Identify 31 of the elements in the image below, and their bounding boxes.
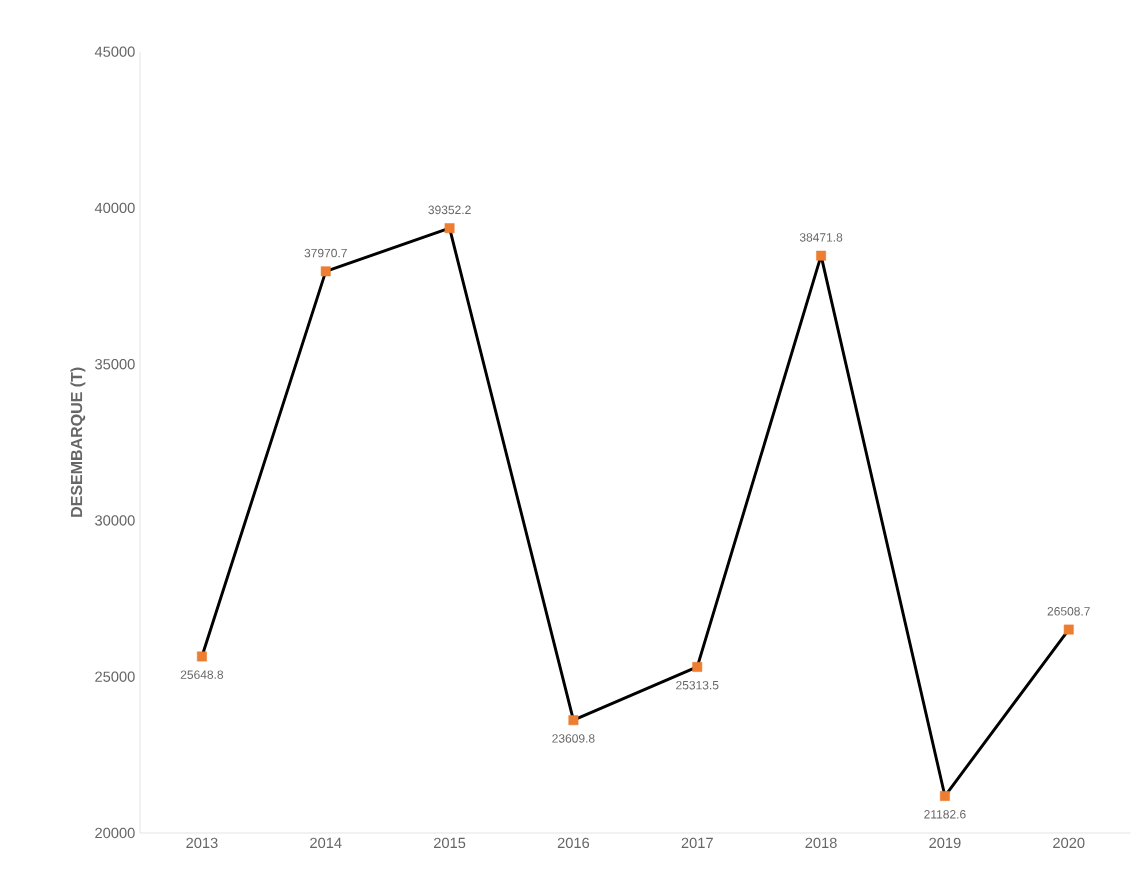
point	[939, 791, 950, 801]
data-label: 21182.6	[924, 810, 966, 819]
x-tick-label: 2017	[681, 837, 713, 849]
data-label: 39352.2	[428, 205, 471, 215]
x-tick-label: 2014	[310, 837, 342, 849]
data-label: 23609.8	[552, 734, 595, 743]
y-tick-label: 40000	[94, 202, 135, 214]
y-tick-label: 30000	[95, 515, 135, 526]
point	[568, 715, 579, 726]
x-tick-label: 2015	[434, 837, 466, 849]
x-tick-label: 2013	[186, 837, 218, 849]
point	[444, 223, 455, 234]
data-label: 25313.5	[676, 680, 719, 690]
data-label: 37970.7	[304, 248, 347, 258]
point	[692, 661, 703, 672]
data-label: 25648.8	[180, 670, 224, 679]
y-tick-label: 20000	[95, 827, 135, 839]
y-tick-label: 35000	[95, 359, 135, 370]
y-tick-label: 45000	[94, 46, 135, 57]
data-label: 26508.7	[1047, 607, 1090, 616]
point	[816, 250, 827, 261]
point	[1063, 624, 1074, 635]
point	[196, 651, 207, 662]
x-tick-label: 2016	[557, 837, 590, 849]
point	[320, 266, 331, 277]
data-label: 38471.8	[799, 233, 843, 242]
x-tick-label: 2020	[1053, 837, 1085, 849]
x-tick-label: 2018	[805, 837, 837, 849]
x-tick-label: 2019	[929, 837, 961, 849]
y-axis-title: DESEMBARQUE (T)	[70, 367, 86, 517]
y-tick-label: 25000	[95, 671, 135, 682]
